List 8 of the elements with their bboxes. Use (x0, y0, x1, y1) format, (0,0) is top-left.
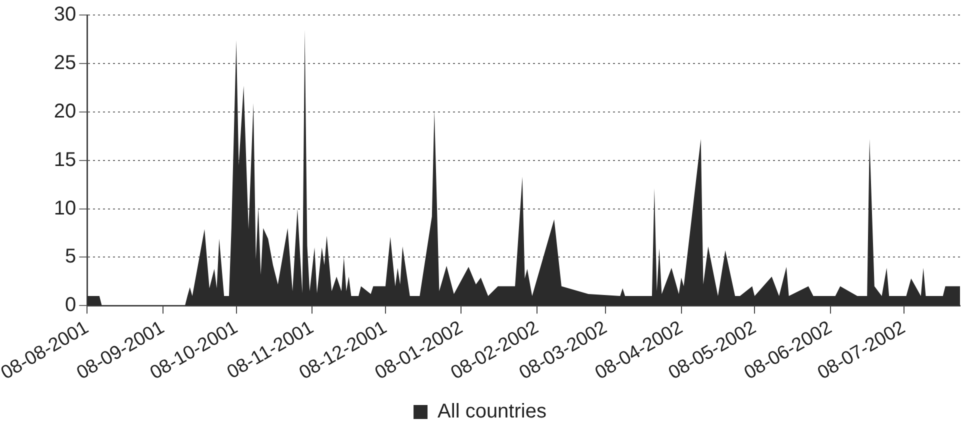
y-tick-label: 25 (54, 52, 76, 74)
y-tick-label: 10 (54, 197, 76, 220)
y-tick-label: 15 (54, 148, 76, 171)
y-tick-label: 20 (54, 100, 76, 122)
y-tick-label: 30 (54, 4, 76, 26)
legend-label: All countries (438, 400, 546, 423)
y-tick-label: 5 (65, 246, 76, 268)
y-tick-label: 0 (65, 294, 76, 316)
